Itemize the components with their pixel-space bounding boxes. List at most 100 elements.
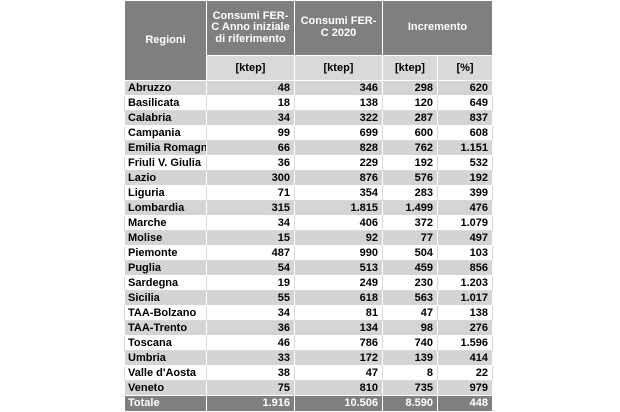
cell-regione: Marche [124, 215, 207, 231]
cell-incremento-ktep: 298 [382, 80, 438, 96]
cell-regione: Umbria [124, 350, 207, 366]
cell-incremento-percent: 1.151 [436, 140, 494, 156]
cell-regione: Campania [124, 125, 207, 141]
cell-regione: Sicilia [124, 290, 207, 306]
total-2020: 10.506 [294, 395, 383, 412]
cell-consumi-2020: 92 [294, 230, 383, 246]
cell-incremento-percent: 22 [436, 365, 494, 381]
cell-regione: Veneto [124, 380, 207, 396]
table-row: Toscana 46 786 740 1.596 [124, 335, 494, 351]
table-row: Lombardia 315 1.815 1.499 476 [124, 200, 494, 216]
cell-regione: Emilia Romagna [124, 140, 207, 156]
cell-consumi-base: 55 [206, 290, 295, 306]
cell-consumi-2020: 172 [294, 350, 383, 366]
cell-incremento-percent: 1.203 [436, 275, 494, 291]
table-row: Marche 34 406 372 1.079 [124, 215, 494, 231]
cell-incremento-percent: 1.079 [436, 215, 494, 231]
cell-regione: TAA-Trento [124, 320, 207, 336]
cell-incremento-ktep: 139 [382, 350, 438, 366]
cell-regione: Calabria [124, 110, 207, 126]
table-row: Piemonte 487 990 504 103 [124, 245, 494, 261]
cell-incremento-percent: 1.596 [436, 335, 494, 351]
cell-consumi-2020: 322 [294, 110, 383, 126]
cell-incremento-ktep: 287 [382, 110, 438, 126]
table-header: Regioni Consumi FER-C Anno iniziale di r… [124, 0, 494, 81]
cell-consumi-base: 66 [206, 140, 295, 156]
cell-incremento-percent: 1.017 [436, 290, 494, 306]
cell-consumi-base: 18 [206, 95, 295, 111]
cell-consumi-2020: 354 [294, 185, 383, 201]
cell-incremento-ktep: 230 [382, 275, 438, 291]
cell-regione: TAA-Bolzano [124, 305, 207, 321]
cell-consumi-base: 99 [206, 125, 295, 141]
cell-consumi-2020: 134 [294, 320, 383, 336]
cell-consumi-base: 36 [206, 155, 295, 171]
cell-consumi-2020: 47 [294, 365, 383, 381]
cell-consumi-2020: 618 [294, 290, 383, 306]
cell-regione: Molise [124, 230, 207, 246]
cell-incremento-ktep: 504 [382, 245, 438, 261]
table-row: Lazio 300 876 576 192 [124, 170, 494, 186]
table-row: Umbria 33 172 139 414 [124, 350, 494, 366]
cell-incremento-ktep: 576 [382, 170, 438, 186]
cell-regione: Valle d'Aosta [124, 365, 207, 381]
cell-consumi-2020: 699 [294, 125, 383, 141]
cell-consumi-base: 48 [206, 80, 295, 96]
table-row: Valle d'Aosta 38 47 8 22 [124, 365, 494, 381]
cell-regione: Piemonte [124, 245, 207, 261]
cell-consumi-2020: 81 [294, 305, 383, 321]
table-row: Friuli V. Giulia 36 229 192 532 [124, 155, 494, 171]
cell-regione: Liguria [124, 185, 207, 201]
cell-consumi-base: 33 [206, 350, 295, 366]
cell-consumi-base: 36 [206, 320, 295, 336]
fer-c-consumption-table-page: Regioni Consumi FER-C Anno iniziale di r… [124, 0, 494, 412]
cell-consumi-base: 34 [206, 110, 295, 126]
table-row: Basilicata 18 138 120 649 [124, 95, 494, 111]
cell-consumi-2020: 346 [294, 80, 383, 96]
cell-consumi-base: 34 [206, 215, 295, 231]
cell-consumi-base: 315 [206, 200, 295, 216]
table-row: Liguria 71 354 283 399 [124, 185, 494, 201]
table-footer: Totale 1.916 10.506 8.590 448 [124, 395, 494, 412]
cell-incremento-percent: 192 [436, 170, 494, 186]
cell-consumi-2020: 406 [294, 215, 383, 231]
cell-consumi-2020: 828 [294, 140, 383, 156]
table-row: Abruzzo 48 346 298 620 [124, 80, 494, 96]
header-unit-percent: [%] [436, 55, 494, 81]
cell-consumi-base: 75 [206, 380, 295, 396]
cell-incremento-percent: 532 [436, 155, 494, 171]
header-consumi-base: Consumi FER-C Anno iniziale di riferimen… [206, 0, 295, 56]
table-row: Sardegna 19 249 230 1.203 [124, 275, 494, 291]
table-row: Sicilia 55 618 563 1.017 [124, 290, 494, 306]
cell-regione: Abruzzo [124, 80, 207, 96]
cell-incremento-percent: 979 [436, 380, 494, 396]
table-body: Abruzzo 48 346 298 620 Basilicata 18 138 120 649 C… [124, 80, 494, 396]
cell-incremento-ktep: 98 [382, 320, 438, 336]
cell-incremento-percent: 414 [436, 350, 494, 366]
cell-incremento-percent: 649 [436, 95, 494, 111]
cell-regione: Puglia [124, 260, 207, 276]
cell-consumi-2020: 229 [294, 155, 383, 171]
cell-incremento-percent: 138 [436, 305, 494, 321]
cell-regione: Lombardia [124, 200, 207, 216]
cell-incremento-percent: 476 [436, 200, 494, 216]
header-incremento: Incremento [381, 0, 494, 56]
cell-consumi-2020: 990 [294, 245, 383, 261]
total-incremento-percent: 448 [436, 395, 494, 412]
cell-incremento-percent: 497 [436, 230, 494, 246]
cell-incremento-ktep: 459 [382, 260, 438, 276]
table-row: TAA-Bolzano 34 81 47 138 [124, 305, 494, 321]
cell-incremento-ktep: 120 [382, 95, 438, 111]
cell-consumi-base: 487 [206, 245, 295, 261]
cell-incremento-ktep: 8 [382, 365, 438, 381]
cell-consumi-base: 38 [206, 365, 295, 381]
cell-consumi-2020: 513 [294, 260, 383, 276]
header-unit-ktep-base: [ktep] [206, 55, 295, 81]
cell-incremento-ktep: 1.499 [382, 200, 438, 216]
cell-regione: Lazio [124, 170, 207, 186]
cell-incremento-ktep: 47 [382, 305, 438, 321]
cell-incremento-percent: 608 [436, 125, 494, 141]
table-row: Emilia Romagna 66 828 762 1.151 [124, 140, 494, 156]
table-row: TAA-Trento 36 134 98 276 [124, 320, 494, 336]
header-regioni: Regioni [124, 0, 207, 81]
